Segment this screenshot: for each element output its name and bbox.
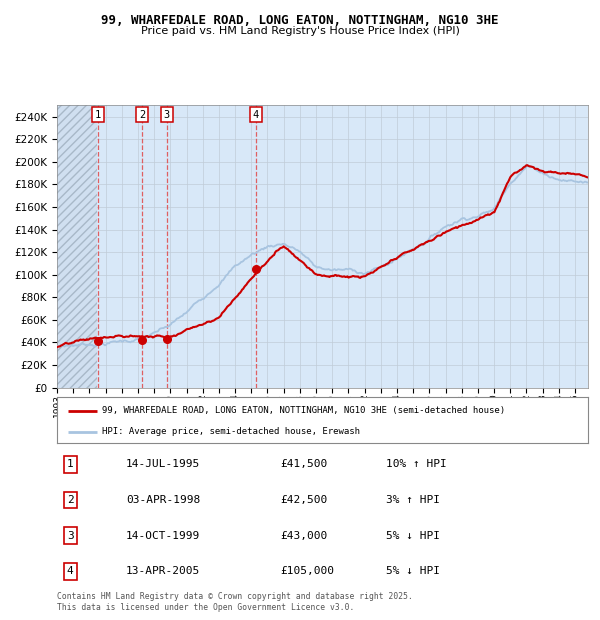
Text: 4: 4 <box>253 110 259 120</box>
Text: Price paid vs. HM Land Registry's House Price Index (HPI): Price paid vs. HM Land Registry's House … <box>140 26 460 36</box>
Text: 99, WHARFEDALE ROAD, LONG EATON, NOTTINGHAM, NG10 3HE (semi-detached house): 99, WHARFEDALE ROAD, LONG EATON, NOTTING… <box>102 406 505 415</box>
Text: 3% ↑ HPI: 3% ↑ HPI <box>386 495 440 505</box>
Text: 14-JUL-1995: 14-JUL-1995 <box>126 459 200 469</box>
Text: 1: 1 <box>95 110 101 120</box>
Text: 2: 2 <box>139 110 145 120</box>
Text: 1: 1 <box>67 459 74 469</box>
Text: 5% ↓ HPI: 5% ↓ HPI <box>386 566 440 576</box>
Text: £42,500: £42,500 <box>280 495 327 505</box>
Text: 3: 3 <box>67 531 74 541</box>
Text: 99, WHARFEDALE ROAD, LONG EATON, NOTTINGHAM, NG10 3HE: 99, WHARFEDALE ROAD, LONG EATON, NOTTING… <box>101 14 499 27</box>
Text: £105,000: £105,000 <box>280 566 334 576</box>
Text: £41,500: £41,500 <box>280 459 327 469</box>
Text: 10% ↑ HPI: 10% ↑ HPI <box>386 459 447 469</box>
Polygon shape <box>57 105 97 388</box>
Text: 13-APR-2005: 13-APR-2005 <box>126 566 200 576</box>
Text: 03-APR-1998: 03-APR-1998 <box>126 495 200 505</box>
Text: HPI: Average price, semi-detached house, Erewash: HPI: Average price, semi-detached house,… <box>102 427 360 436</box>
Text: 2: 2 <box>67 495 74 505</box>
Text: 3: 3 <box>164 110 170 120</box>
Text: Contains HM Land Registry data © Crown copyright and database right 2025.
This d: Contains HM Land Registry data © Crown c… <box>57 592 413 611</box>
Text: 14-OCT-1999: 14-OCT-1999 <box>126 531 200 541</box>
Text: 4: 4 <box>67 566 74 576</box>
Text: 5% ↓ HPI: 5% ↓ HPI <box>386 531 440 541</box>
Text: £43,000: £43,000 <box>280 531 327 541</box>
